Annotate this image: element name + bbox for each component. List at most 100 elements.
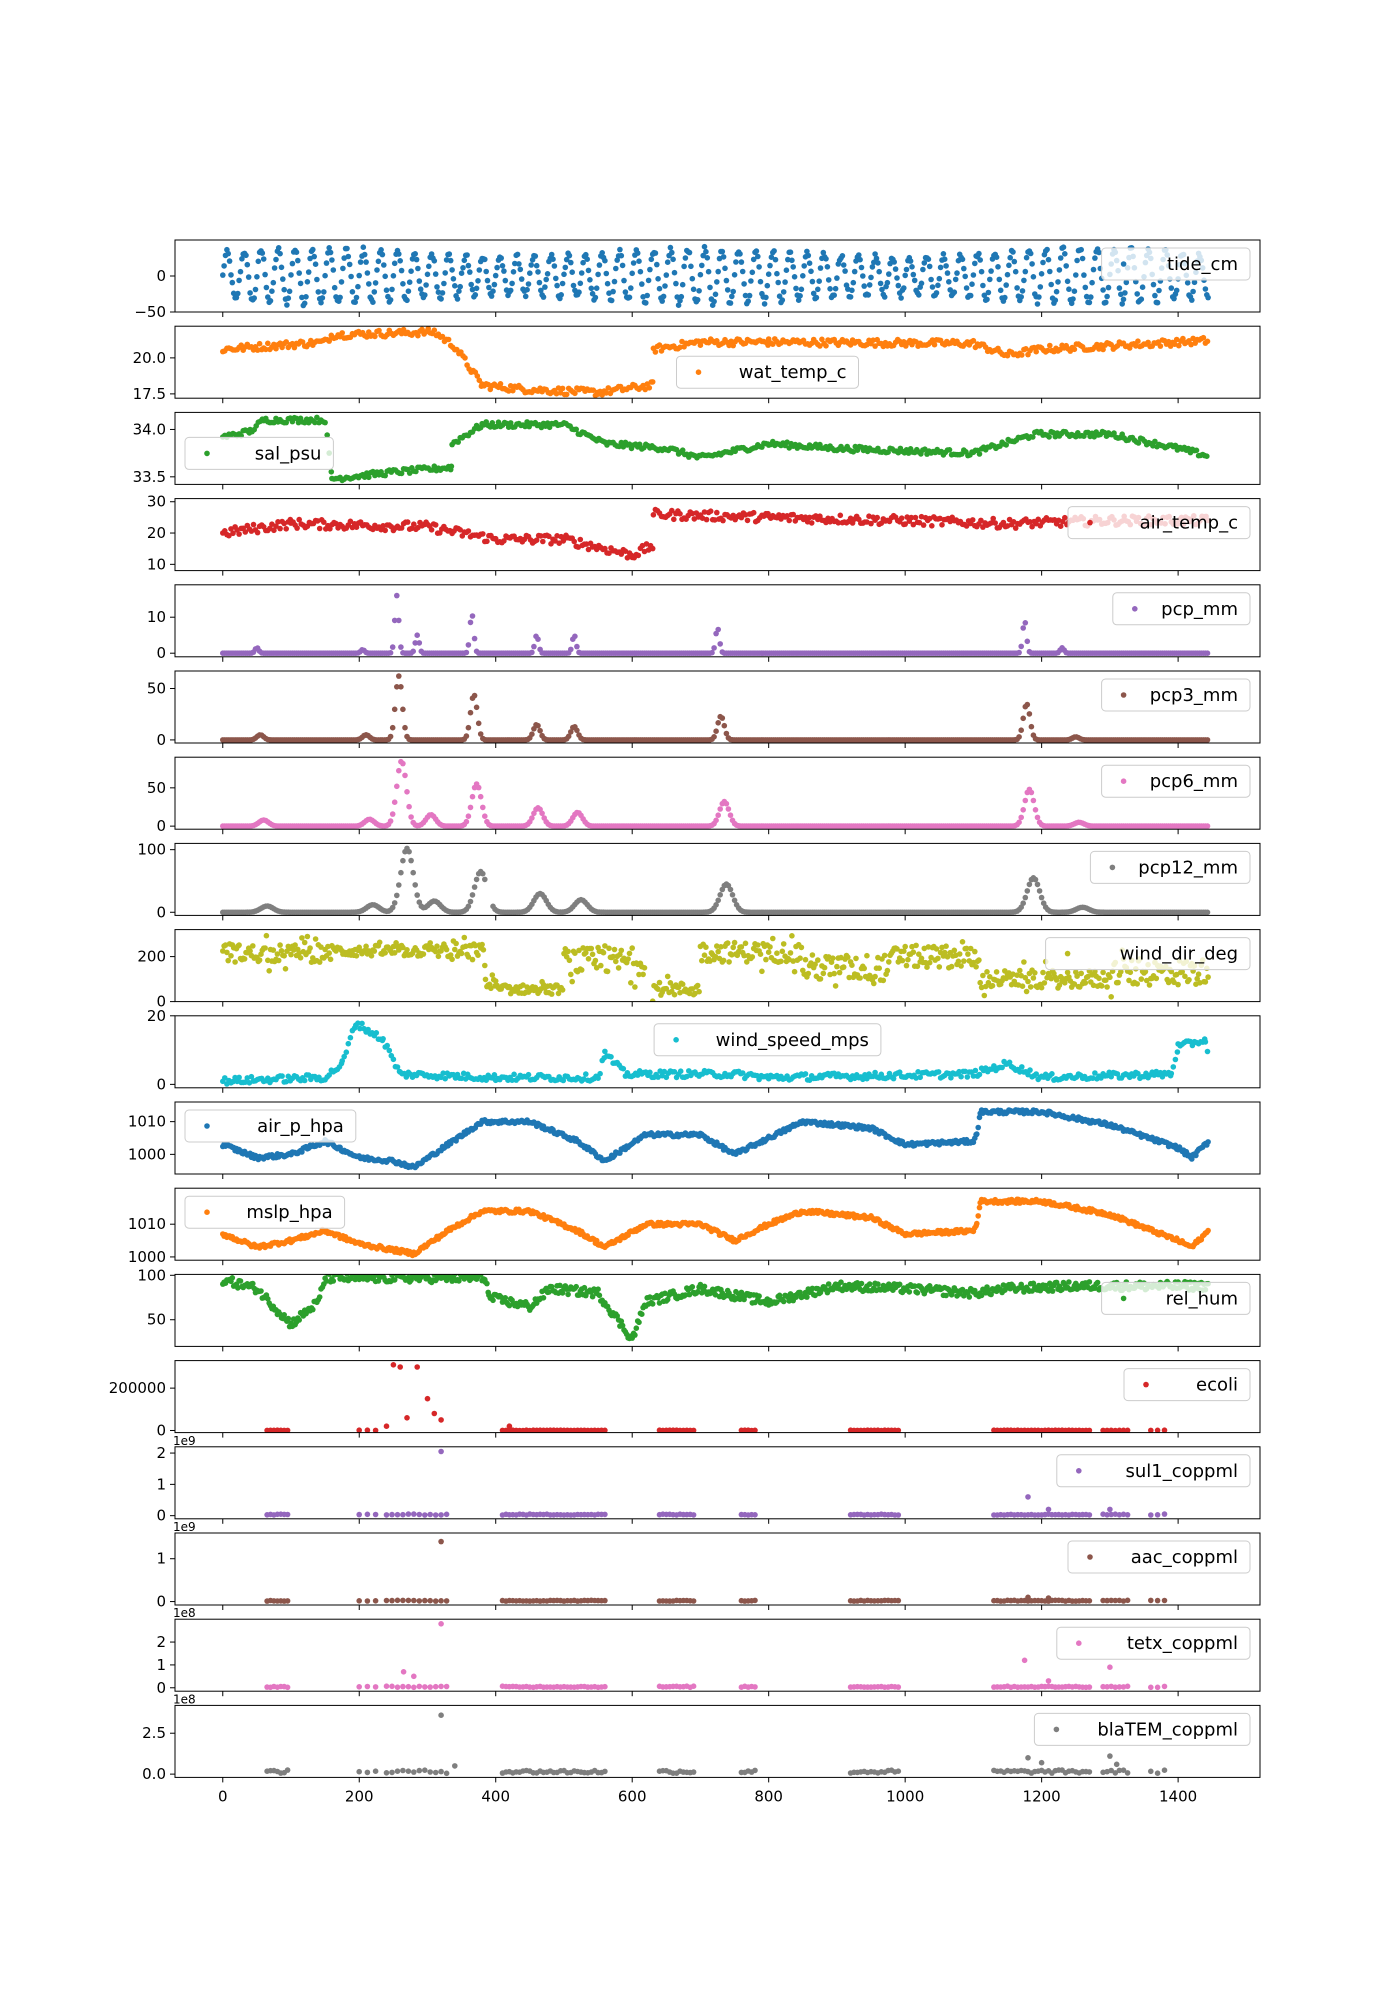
data-point [512,260,518,267]
data-point [864,952,870,959]
data-point [1036,294,1042,300]
data-point [940,251,947,257]
data-point [516,261,522,267]
data-point [884,279,891,286]
data-point [265,340,271,347]
data-point [398,470,405,477]
data-point [269,288,275,295]
data-point [1104,293,1110,300]
data-point [398,644,404,650]
data-point [514,251,521,258]
data-point [1033,348,1039,355]
data-point [990,515,996,522]
data-point [1100,287,1106,293]
data-point [544,271,551,277]
data-point [324,432,331,438]
data-point [861,965,867,972]
data-point [546,533,552,540]
data-point [1022,620,1029,626]
data-point [438,296,444,302]
data-point [400,760,406,767]
data-point [972,948,978,955]
data-point [774,950,780,956]
legend-marker [695,369,702,376]
data-point [625,956,631,962]
legend-marker [1120,692,1127,698]
data-point [1062,514,1068,521]
data-point [295,257,301,264]
data-point [573,426,579,433]
data-point [894,275,900,281]
data-point [422,292,428,298]
data-point [996,276,1003,283]
data-point [540,294,547,300]
data-point [880,977,887,984]
data-point [790,264,796,270]
data-point [1024,638,1031,645]
axes-frame [174,498,1261,572]
data-point [383,287,390,294]
data-point [1063,263,1069,269]
data-point [955,958,962,965]
data-point [662,283,668,289]
data-point [876,965,882,971]
data-point [1088,294,1094,300]
data-point [656,979,663,986]
data-point [1028,789,1035,796]
data-point [746,292,753,299]
data-point [886,959,892,965]
data-point [1004,271,1011,278]
data-point [424,271,431,278]
legend-box [1067,506,1251,540]
data-point [427,940,434,946]
data-point [808,268,814,275]
data-point [1204,650,1211,656]
data-point [494,264,500,271]
data-point [239,255,245,262]
data-point [548,541,554,547]
data-point [522,423,528,430]
data-point [727,300,734,306]
data-point [1031,344,1037,351]
data-point [602,257,608,264]
data-point [1014,285,1020,291]
data-point [902,272,908,279]
data-point [755,253,761,260]
data-point [555,385,562,391]
data-point [262,945,268,951]
data-point [931,341,938,348]
data-point [559,385,566,392]
data-point [495,419,502,426]
data-point [507,420,514,426]
data-point [602,943,608,949]
axes-frame [174,411,1261,485]
data-point [1071,288,1078,295]
data-point [1041,980,1048,986]
data-point [1018,643,1024,650]
data-point [943,263,949,269]
data-point [449,956,455,963]
data-point [778,958,784,965]
data-point [628,285,634,291]
data-point [780,941,787,947]
data-point [978,268,985,275]
data-point [1154,299,1161,306]
data-point [786,517,792,524]
data-point [382,472,389,479]
data-point [749,954,756,960]
data-point [318,944,324,950]
data-point [371,948,378,954]
data-point [290,947,297,953]
data-point [795,297,802,304]
data-point [912,514,919,521]
data-point [1098,342,1104,348]
data-point [868,274,874,281]
data-point [797,955,803,961]
data-point [729,293,735,300]
data-point [299,935,305,941]
data-point [719,248,726,255]
data-point [629,270,635,277]
data-point [372,280,379,286]
data-point [902,943,908,950]
